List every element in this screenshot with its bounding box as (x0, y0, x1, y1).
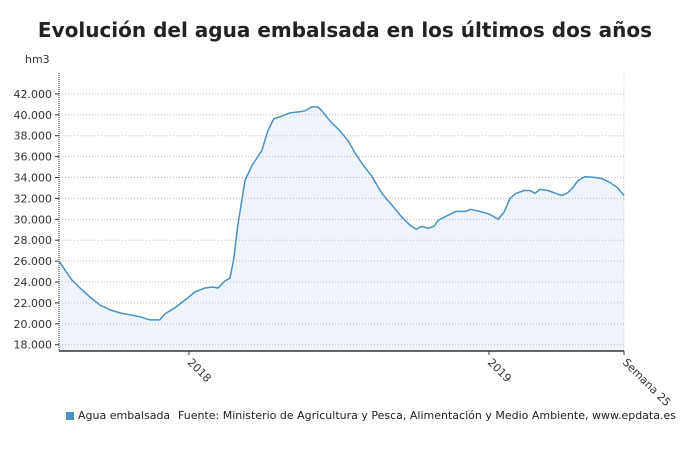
y-tick-label: 18.000 (14, 339, 53, 352)
y-axis-unit: hm3 (25, 53, 50, 66)
y-tick-label: 42.000 (14, 88, 53, 101)
chart-title: Evolución del agua embalsada en los últi… (37, 18, 653, 42)
x-tick-label: Semana 25 (620, 356, 673, 409)
y-tick-label: 26.000 (14, 255, 53, 268)
y-tick-label: 20.000 (14, 318, 53, 331)
y-tick-label: 24.000 (14, 276, 53, 289)
source-note: Fuente: Ministerio de Agricultura y Pesc… (178, 409, 676, 422)
series-line (58, 106, 625, 321)
x-tick-label: 2018 (185, 356, 214, 385)
x-tick-label: 2019 (485, 356, 514, 385)
y-tick-label: 36.000 (14, 151, 53, 164)
legend-swatch (66, 411, 74, 420)
y-tick-label: 22.000 (14, 297, 53, 310)
y-tick-label: 38.000 (14, 130, 53, 143)
y-tick-label: 34.000 (14, 172, 53, 185)
y-tick-label: 30.000 (14, 213, 53, 226)
y-tick-label: 32.000 (14, 192, 53, 205)
legend-label: Agua embalsada (78, 409, 171, 422)
y-tick-label: 28.000 (14, 234, 53, 247)
y-tick-label: 40.000 (14, 109, 53, 122)
legend-item: Agua embalsada (66, 409, 170, 422)
area-fill (59, 106, 624, 352)
